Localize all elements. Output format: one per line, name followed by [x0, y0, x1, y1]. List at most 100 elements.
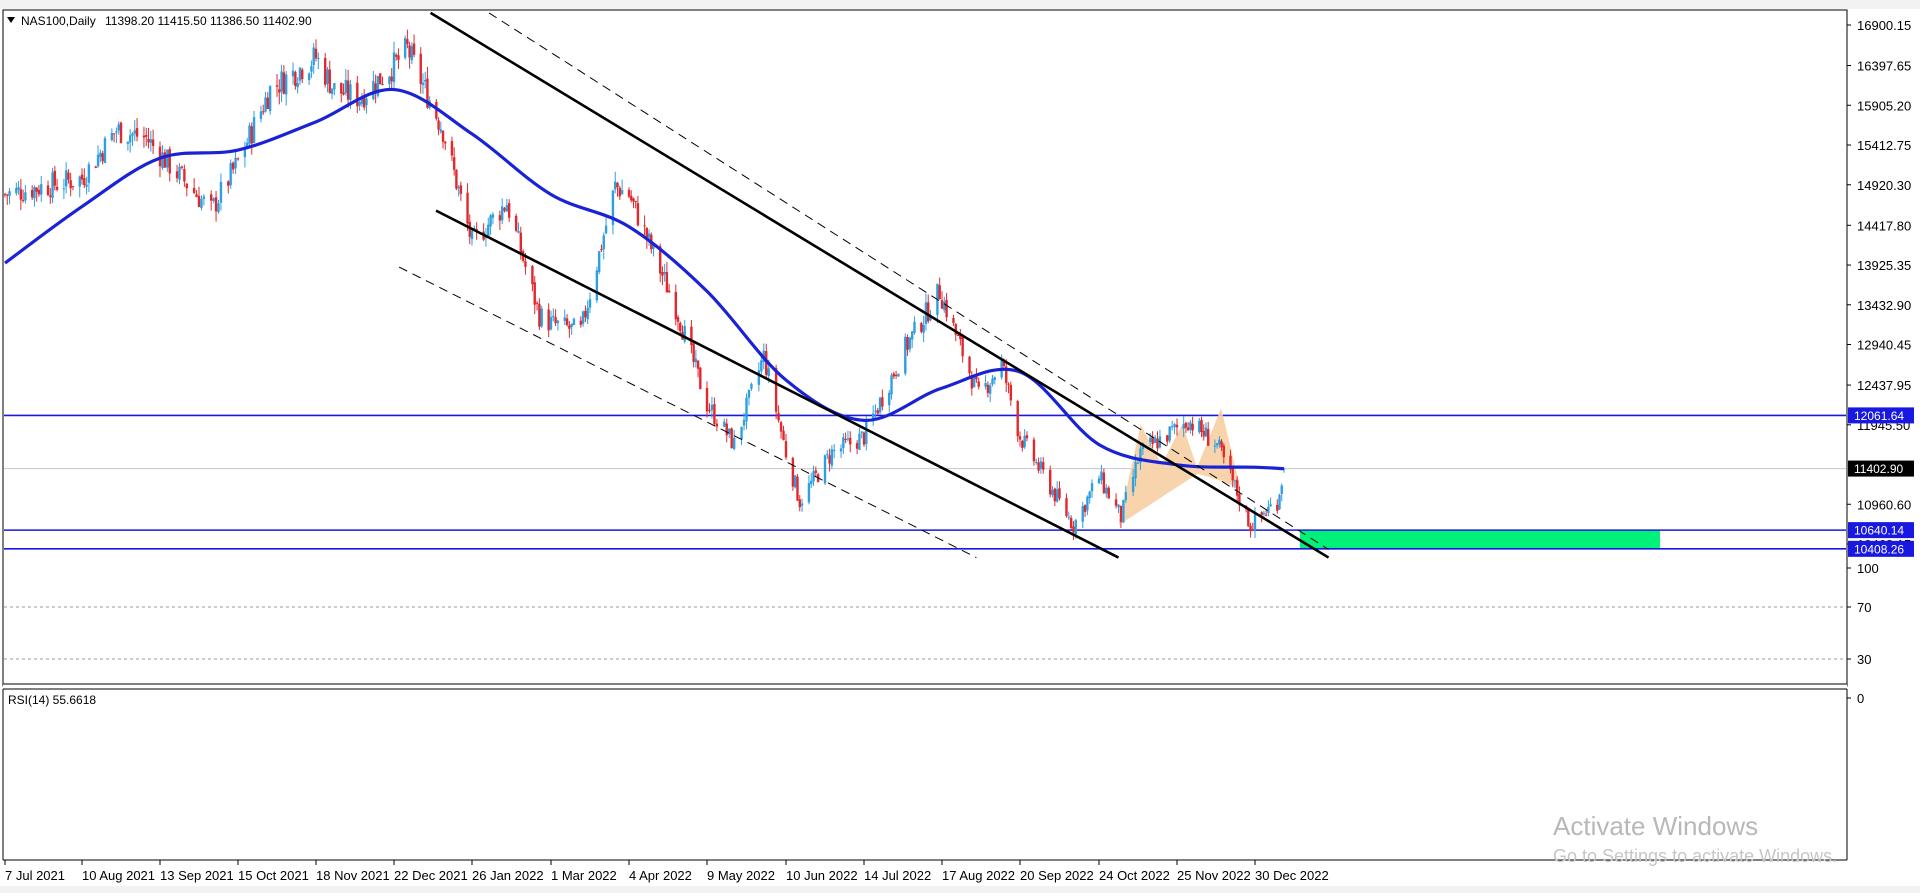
time-tick-label: 17 Aug 2022	[942, 868, 1015, 883]
candle	[572, 317, 576, 326]
triangle-down-icon[interactable]	[7, 17, 15, 23]
candle	[21, 189, 25, 203]
price-tag-blue: 12061.64	[1848, 407, 1914, 424]
solid-trendline-1[interactable]	[435, 209, 1120, 559]
top-tab-strip	[0, 0, 1920, 9]
time-tick-label: 10 Aug 2021	[82, 868, 155, 883]
candle	[147, 127, 150, 149]
candle	[1191, 416, 1194, 436]
candle	[507, 199, 511, 222]
time-tick-label: 7 Jul 2021	[5, 868, 65, 883]
candle	[812, 465, 815, 487]
candle	[1051, 486, 1054, 498]
price-tags-layer: 12061.64 11402.90 10640.14 10408.26	[1848, 407, 1914, 557]
candle	[192, 178, 196, 195]
candle	[243, 141, 247, 168]
candle	[30, 185, 34, 200]
candle	[379, 73, 382, 85]
dashed-trendline-3[interactable]	[398, 266, 977, 559]
candle	[690, 319, 693, 354]
candle	[597, 250, 601, 275]
candle	[365, 95, 368, 114]
price-tick-label: 16900.15	[1857, 18, 1911, 33]
candle	[264, 91, 267, 113]
support-zone-layer	[1300, 530, 1660, 549]
candle	[301, 67, 304, 84]
candle	[87, 161, 91, 192]
candle	[450, 136, 454, 162]
candle	[195, 190, 198, 198]
price-tag-label: 12061.64	[1854, 409, 1904, 423]
candle	[346, 69, 350, 108]
candle	[1269, 497, 1272, 507]
candle	[1009, 381, 1013, 406]
candle	[888, 390, 891, 413]
candle	[128, 129, 132, 153]
price-tick-label: 16397.65	[1857, 59, 1911, 74]
candle	[151, 129, 155, 155]
candle	[323, 53, 327, 88]
candle	[1122, 499, 1125, 524]
price-tick-label: 12940.45	[1857, 338, 1911, 353]
activate-windows-subtitle: Go to Settings to activate Windows.	[1553, 846, 1837, 866]
candle	[360, 92, 364, 107]
dashed-trendline-2[interactable]	[488, 12, 1329, 550]
candle	[1235, 476, 1239, 502]
candle	[793, 474, 797, 489]
candle	[531, 265, 534, 292]
time-tick-label: 4 Apr 2022	[629, 868, 692, 883]
candle	[1184, 421, 1188, 433]
bottom-tab-strip	[0, 886, 1920, 893]
candle	[229, 159, 232, 189]
candle	[1007, 382, 1010, 394]
candle	[183, 164, 186, 187]
candle	[826, 449, 829, 459]
rsi-tick-label: 0	[1857, 691, 1864, 706]
candle	[1037, 457, 1040, 474]
candle	[1207, 421, 1210, 446]
candle	[163, 148, 167, 168]
candle	[214, 190, 218, 222]
candle	[145, 127, 148, 147]
candle	[421, 73, 425, 94]
candle	[470, 229, 474, 246]
candle	[636, 195, 640, 227]
candle	[920, 321, 923, 334]
candle	[862, 431, 866, 447]
candle	[307, 72, 311, 85]
price-tag-label: 11402.90	[1854, 462, 1903, 476]
candle	[874, 404, 877, 421]
candle	[342, 83, 345, 96]
candle	[1198, 417, 1201, 434]
candle	[234, 152, 237, 175]
time-tick-label: 20 Sep 2022	[1020, 868, 1094, 883]
candle	[554, 309, 557, 327]
candle	[275, 73, 279, 97]
candle	[1035, 458, 1038, 465]
candle	[330, 88, 334, 100]
candle	[503, 207, 506, 213]
candle	[618, 185, 622, 200]
candle	[1280, 483, 1283, 502]
candle	[1114, 493, 1118, 509]
candle	[180, 165, 184, 170]
candle	[667, 284, 671, 293]
candle	[1131, 469, 1135, 497]
candle	[209, 190, 213, 211]
candle	[1173, 423, 1176, 434]
candle	[376, 75, 380, 98]
candle	[1124, 485, 1128, 503]
candle	[1151, 431, 1154, 449]
candle	[291, 62, 295, 85]
candle	[1032, 437, 1036, 466]
candle	[178, 163, 181, 185]
candle	[166, 149, 169, 172]
candle	[1262, 510, 1266, 517]
candle	[1023, 429, 1026, 449]
solid-trendline-0[interactable]	[429, 11, 1330, 559]
candle	[715, 419, 719, 432]
pattern-layer	[1118, 408, 1241, 526]
candle	[977, 377, 980, 390]
candle	[1220, 439, 1223, 452]
